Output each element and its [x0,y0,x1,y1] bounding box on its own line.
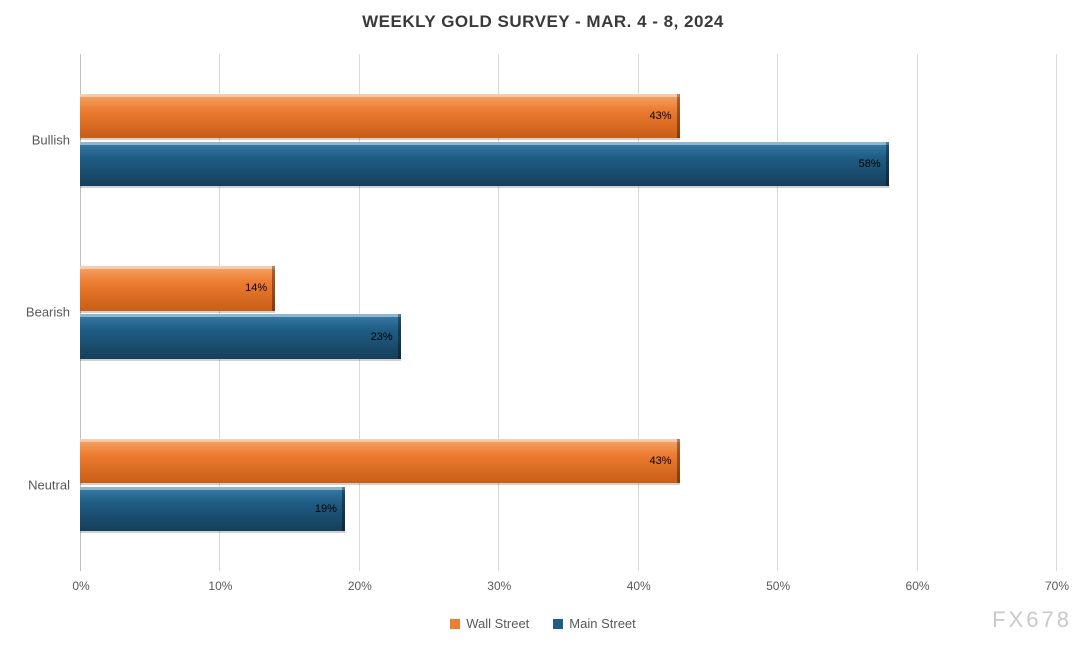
legend-item: Main Street [553,616,635,631]
legend: Wall Street Main Street [0,616,1086,631]
bar-main-street: 23% [80,314,401,358]
category-group: Neutral43%19% [80,437,1056,534]
y-category-label: Bearish [26,305,80,320]
bar-wall-street: 43% [80,439,680,483]
bar-value-label: 43% [650,455,672,467]
legend-label: Main Street [569,616,635,631]
bar-value-label: 14% [245,282,267,294]
bar-value-label: 23% [371,331,393,343]
bar-face [80,142,889,186]
x-tick-label: 50% [766,579,790,593]
x-tick-label: 30% [487,579,511,593]
legend-label: Wall Street [466,616,529,631]
y-category-label: Neutral [28,477,80,492]
bar-value-label: 43% [650,110,672,122]
bar-face [80,439,680,483]
gridline: 70% [1056,54,1057,571]
chart-title: WEEKLY GOLD SURVEY - MAR. 4 - 8, 2024 [0,12,1086,32]
x-tick-label: 20% [348,579,372,593]
plot-area: 0%10%20%30%40%50%60%70%Bullish43%58%Bear… [80,54,1056,571]
category-group: Bearish14%23% [80,264,1056,361]
bar-value-label: 58% [859,158,881,170]
bar-value-label: 19% [315,503,337,515]
bar-face [80,94,680,138]
bar-main-street: 19% [80,487,345,531]
category-group: Bullish43%58% [80,92,1056,189]
legend-swatch [450,619,460,629]
x-tick-label: 10% [208,579,232,593]
bar-face [80,314,401,358]
x-tick-label: 60% [906,579,930,593]
x-tick-label: 0% [72,579,89,593]
bar-wall-street: 43% [80,94,680,138]
x-tick-label: 70% [1045,579,1069,593]
bar-main-street: 58% [80,142,889,186]
y-category-label: Bullish [32,133,80,148]
legend-item: Wall Street [450,616,529,631]
bar-face [80,487,345,531]
chart-container: WEEKLY GOLD SURVEY - MAR. 4 - 8, 2024 0%… [0,0,1086,651]
bar-wall-street: 14% [80,266,275,310]
x-tick-label: 40% [627,579,651,593]
legend-swatch [553,619,563,629]
